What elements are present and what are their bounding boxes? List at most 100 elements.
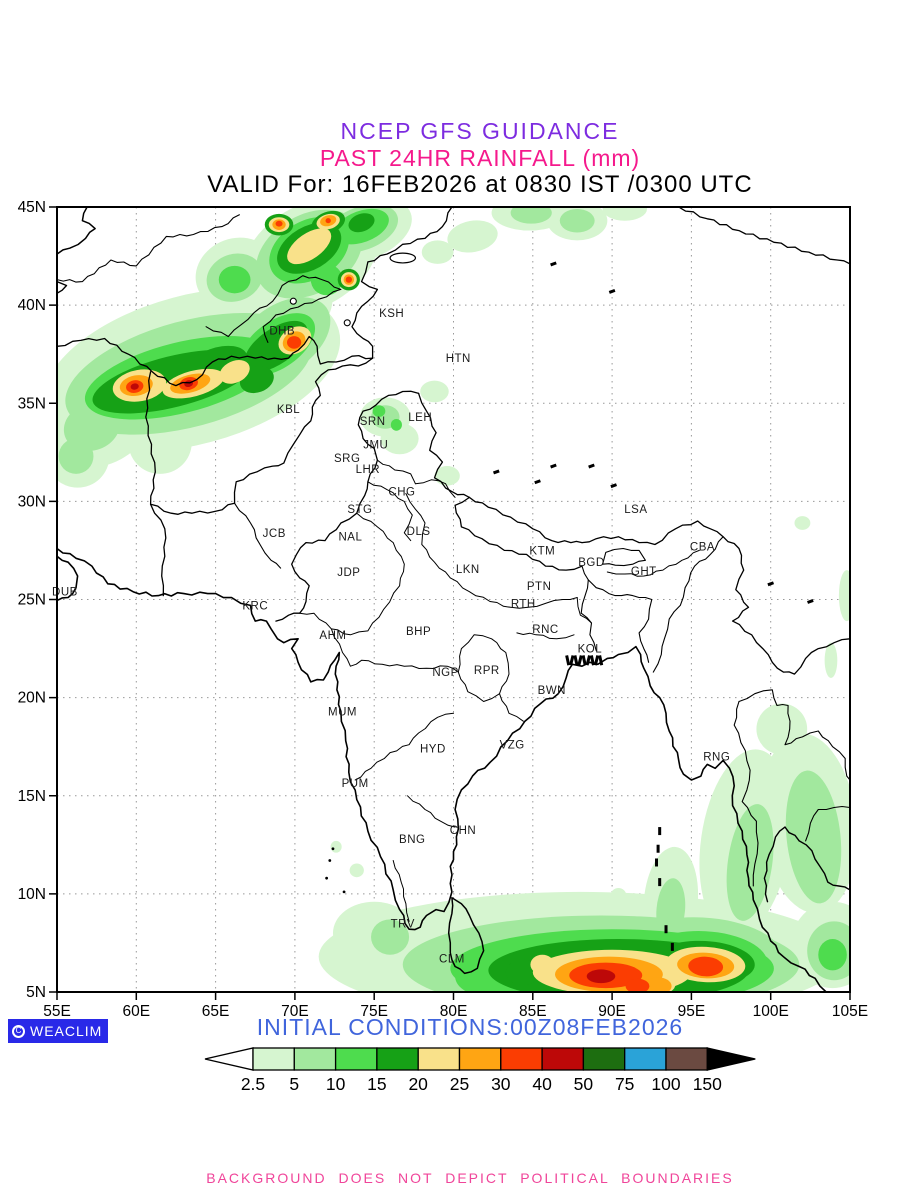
station-label-dub: DUB bbox=[52, 587, 78, 599]
rainfall-colorbar: 2.5 5 10 15 20 25 30 40 50 75 100 150 bbox=[204, 1047, 756, 1094]
logo-label: WEACLIM bbox=[30, 1023, 103, 1039]
station-label-cba: CBA bbox=[690, 542, 715, 554]
rain-cell bbox=[275, 220, 283, 227]
lat-tick-label: 10N bbox=[18, 886, 46, 903]
station-label-trv: TRV bbox=[391, 918, 415, 930]
rain-cell bbox=[218, 265, 251, 294]
lon-tick-label: 80E bbox=[440, 1003, 468, 1020]
station-label-leh: LEH bbox=[408, 412, 432, 424]
station-label-ngp: NGP bbox=[432, 667, 458, 679]
colorbar-cell bbox=[252, 1047, 295, 1071]
colorbar-tick-label: 30 bbox=[491, 1074, 511, 1094]
colorbar-tick-label: 20 bbox=[408, 1074, 428, 1094]
copyright-icon: C bbox=[12, 1024, 25, 1038]
station-label-dls: DLS bbox=[407, 526, 431, 538]
colorbar-left-arrow bbox=[204, 1047, 254, 1071]
rain-cell bbox=[421, 240, 454, 264]
colorbar-tick-label: 15 bbox=[367, 1074, 386, 1094]
station-label-pum: PUM bbox=[342, 778, 369, 790]
colorbar-tick-label: 5 bbox=[289, 1074, 299, 1094]
station-label-chn: CHN bbox=[450, 825, 476, 837]
station-label-hyd: HYD bbox=[420, 744, 446, 756]
page-title: NCEP GFS GUIDANCE bbox=[340, 118, 620, 144]
station-label-kbl: KBL bbox=[277, 404, 300, 416]
station-label-jdp: JDP bbox=[337, 567, 360, 579]
lat-tick-label: 35N bbox=[18, 395, 46, 412]
colorbar-cell bbox=[458, 1047, 502, 1071]
rain-cell bbox=[345, 276, 352, 283]
station-label-dhb: DHB bbox=[269, 326, 295, 338]
rain-cell bbox=[726, 804, 774, 921]
lat-tick-label: 15N bbox=[18, 788, 46, 805]
rain-cell bbox=[530, 954, 555, 975]
station-label-ptn: PTN bbox=[527, 581, 552, 593]
colorbar-cell bbox=[293, 1047, 337, 1071]
station-label-rth: RTH bbox=[511, 598, 536, 610]
rain-cell bbox=[371, 919, 410, 955]
page-subtitle: PAST 24HR RAINFALL (mm) bbox=[319, 145, 641, 171]
station-label-ktm: KTM bbox=[529, 545, 555, 557]
colorbar-tick-label: 50 bbox=[574, 1074, 594, 1094]
colorbar-cell bbox=[582, 1047, 626, 1071]
rain-cell bbox=[785, 770, 842, 904]
station-label-srg: SRG bbox=[334, 453, 360, 465]
lat-tick-label: 5N bbox=[26, 984, 46, 1001]
lon-tick-label: 75E bbox=[360, 1003, 388, 1020]
station-label-rnc: RNC bbox=[532, 624, 558, 636]
coastlines-and-borders bbox=[57, 207, 850, 992]
station-label-bhp: BHP bbox=[406, 626, 431, 638]
disclaimer-line: BACKGROUND DOES NOT DEPICT POLITICAL BOU… bbox=[206, 1170, 734, 1186]
lon-tick-label: 70E bbox=[281, 1003, 309, 1020]
rain-cell bbox=[602, 207, 647, 221]
station-label-bng: BNG bbox=[399, 834, 425, 846]
rain-cell bbox=[287, 228, 332, 265]
station-label-jmu: JMU bbox=[363, 439, 388, 451]
map-frame-and-axes: 55E 60E 65E 70E 75E 80E 85E 90E 95E 100E 105E 5N 10N… bbox=[18, 199, 869, 1020]
station-label-bgd: BGD bbox=[578, 557, 604, 569]
colorbar-tick-label: 40 bbox=[532, 1074, 552, 1094]
rain-cell bbox=[58, 438, 94, 474]
station-label-rpr: RPR bbox=[474, 665, 500, 677]
colorbar-tick-label: 150 bbox=[693, 1074, 722, 1094]
colorbar-cell bbox=[624, 1047, 667, 1071]
station-label-clm: CLM bbox=[439, 954, 465, 966]
rain-cell bbox=[818, 939, 847, 971]
rain-cell bbox=[644, 977, 672, 992]
station-label-vzg: VZG bbox=[500, 740, 525, 752]
rain-cell bbox=[390, 418, 402, 431]
colorbar-cell bbox=[541, 1047, 585, 1071]
station-label-lsa: LSA bbox=[624, 504, 647, 516]
lon-tick-label: 65E bbox=[202, 1003, 230, 1020]
initial-conditions-line: INITIAL CONDITIONS:00Z08FEB2026 bbox=[256, 1014, 684, 1040]
rain-cell bbox=[130, 383, 139, 390]
station-label-ahm: AHM bbox=[319, 630, 346, 642]
rain-cell bbox=[380, 422, 419, 455]
rain-cell bbox=[756, 703, 808, 755]
station-label-srn: SRN bbox=[360, 416, 386, 428]
lat-tick-label: 20N bbox=[18, 690, 46, 707]
rain-cell bbox=[838, 570, 850, 622]
colorbar-tick-label: 75 bbox=[615, 1074, 634, 1094]
station-label-jcb: JCB bbox=[263, 528, 286, 540]
colorbar-tick-label: 25 bbox=[450, 1074, 469, 1094]
rain-cell bbox=[559, 208, 595, 233]
rain-cell bbox=[688, 956, 724, 977]
rain-cell bbox=[286, 336, 302, 349]
rain-cell bbox=[372, 405, 386, 417]
rain-cell bbox=[794, 516, 811, 530]
weaclim-logo: C WEACLIM bbox=[8, 1019, 108, 1043]
lon-tick-label: 100E bbox=[753, 1003, 789, 1020]
lat-tick-label: 40N bbox=[18, 297, 46, 314]
station-label-krc: KRC bbox=[242, 600, 268, 612]
station-label-bwn: BWN bbox=[538, 685, 566, 697]
lon-tick-label: 90E bbox=[598, 1003, 626, 1020]
rain-cell bbox=[349, 863, 364, 878]
lat-tick-label: 45N bbox=[18, 199, 46, 216]
rain-cell bbox=[586, 969, 616, 984]
station-label-lhr: LHR bbox=[356, 464, 381, 476]
colorbar-tick-label: 10 bbox=[326, 1074, 346, 1094]
rain-cell bbox=[447, 220, 498, 253]
